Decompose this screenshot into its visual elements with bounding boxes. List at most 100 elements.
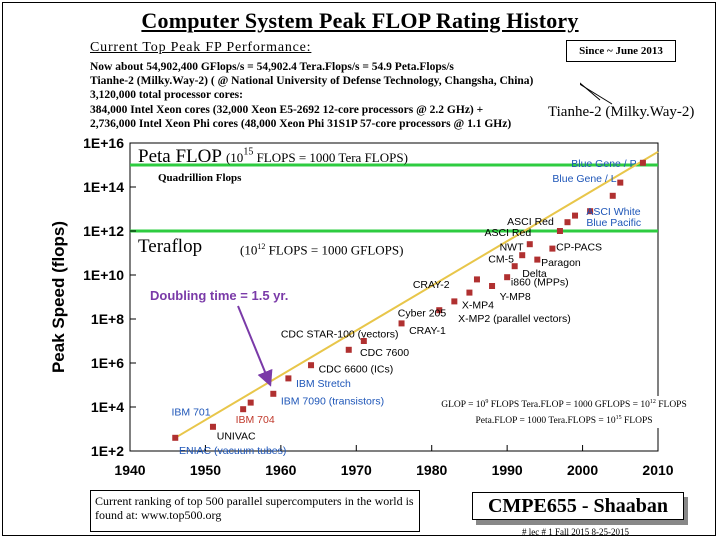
perf-line: 3,120,000 total processor cores:	[90, 89, 243, 102]
data-point	[587, 208, 594, 215]
note-sup: 15	[615, 415, 622, 422]
data-point	[466, 289, 473, 296]
y-tick-label: 1E+4	[91, 399, 124, 415]
teraflop-desc: (1012 FLOPS = 1000 GFLOPS)	[240, 242, 403, 258]
point-label: ENIAC (vacuum tubes)	[179, 445, 286, 457]
note-text: GLOP = 10	[441, 400, 486, 411]
doubling-arrow	[237, 305, 273, 387]
note-sup: 9	[485, 399, 489, 405]
slide-title: Computer System Peak FLOP Rating History	[141, 8, 579, 33]
plot-frame	[129, 142, 659, 452]
point-label: Blue Gene / P	[571, 158, 636, 170]
point-label: IBM 704	[236, 414, 275, 426]
point-label: CP-PACS	[556, 241, 602, 253]
top500-ranking-box: Current ranking of top 500 parallel supe…	[90, 490, 420, 532]
data-point	[519, 252, 526, 259]
data-point	[240, 406, 247, 413]
current-performance-lines: Now about 54,902,400 GFlops/s = 54,902.4…	[90, 60, 533, 131]
data-point	[639, 159, 646, 166]
point-label: ASCI Red	[507, 216, 554, 228]
data-point	[556, 228, 563, 234]
data-point	[617, 179, 624, 186]
note-text: FLOPS	[655, 400, 687, 411]
perf-line: 384,000 Intel Xeon cores (32,000 Xeon E5…	[90, 103, 484, 116]
data-point	[549, 245, 556, 252]
point-label: Y-MP8	[500, 291, 531, 303]
x-tick-label: 1990	[492, 462, 523, 478]
x-tick-label: 2000	[567, 462, 598, 478]
point-label: CRAY-2	[413, 279, 450, 291]
point-label: CRAY-1	[409, 325, 446, 337]
note-text: FLOPS	[621, 416, 653, 427]
point-label: i860 (MPPs)	[511, 277, 569, 289]
data-point	[534, 256, 541, 263]
perf-line: Now about 54,902,400 GFlops/s = 54,902.4…	[90, 61, 454, 73]
x-tick-label: 1970	[341, 462, 372, 478]
tianhe-label: Tianhe-2 (Milky.Way-2)	[548, 104, 695, 120]
point-label: ASCI Red	[485, 227, 532, 239]
point-label: CM-5	[488, 254, 514, 266]
current-performance-box: Current Top Peak FP Performance: Now abo…	[86, 38, 580, 134]
data-point	[451, 298, 458, 305]
x-tick-label: 2010	[642, 462, 673, 478]
doubling-trend-line	[174, 150, 659, 439]
since-label: Since ~ June 2013	[566, 40, 676, 62]
point-label: IBM Stretch	[296, 378, 351, 390]
data-point	[473, 276, 480, 283]
x-tick-label: 1960	[265, 462, 296, 478]
doubling-time-label: Doubling time = 1.5 yr.	[150, 288, 289, 303]
point-label: CDC 6600 (ICs)	[319, 364, 394, 376]
point-label: CDC STAR-100 (vectors)	[281, 328, 399, 340]
course-label: CMPE655 - Shaaban	[472, 492, 684, 520]
teraflop-title: Teraflop	[138, 236, 203, 257]
y-tick-label: 1E+2	[91, 443, 124, 459]
data-point	[285, 375, 292, 382]
point-label: NWT	[500, 241, 524, 253]
flops-definitions-note: GLOP = 109 FLOPS Tera.FLOP = 1000 GFLOPS…	[418, 396, 710, 428]
data-point	[172, 434, 179, 441]
point-label: Cyber 205	[398, 307, 447, 319]
perf-line: Tianhe-2 (Milky.Way-2) ( @ National Univ…	[90, 75, 534, 88]
y-axis-label: Peak Speed (flops)	[49, 221, 68, 373]
x-tick-label: 1980	[416, 462, 447, 478]
data-point	[609, 192, 616, 199]
point-label: IBM 701	[171, 406, 210, 418]
point-label: Delta	[522, 268, 547, 280]
point-label: X-MP2 (parallel vectors)	[458, 313, 571, 325]
data-point	[308, 362, 315, 369]
current-performance-heading: Current Top Peak FP Performance:	[90, 40, 312, 55]
data-point	[360, 338, 367, 344]
perf-line: 2,736,000 Intel Xeon Phi cores (48,000 X…	[90, 117, 512, 130]
y-tick-label: 1E+12	[83, 223, 124, 239]
point-label: Blue Gene / L	[552, 173, 616, 185]
data-point	[511, 263, 518, 270]
flops-note-line-1: GLOP = 109 FLOPS Tera.FLOP = 1000 GFLOPS…	[418, 396, 710, 412]
peta-flop-desc: FLOPS = 1000 Tera FLOPS)	[253, 150, 408, 165]
data-point	[270, 390, 277, 397]
point-label: ASCI White	[586, 206, 640, 218]
y-tick-label: 1E+14	[83, 179, 124, 195]
point-label: UNIVAC	[217, 431, 256, 443]
data-point	[572, 212, 579, 219]
note-sup: 12	[649, 399, 656, 405]
tera-exp-base: (10	[240, 242, 258, 258]
data-point	[247, 399, 254, 406]
x-tick-label: 1950	[190, 462, 221, 478]
point-label: IBM 7090 (transistors)	[281, 395, 384, 407]
note-text: FLOPS Tera.FLOP = 1000 GFLOPS = 10	[488, 400, 650, 411]
data-point	[398, 320, 405, 327]
peta-flop-exp-sup: 15	[243, 146, 254, 158]
peta-flop-exp-base: (10	[225, 150, 244, 165]
slide-footer: # lec # 1 Fall 2015 8-25-2015	[522, 527, 629, 537]
tera-desc-text: FLOPS = 1000 GFLOPS)	[265, 242, 404, 258]
peta-flop-label: Peta FLOP (1015 FLOPS = 1000 Tera FLOPS)	[138, 146, 408, 168]
point-label: X-MP4	[462, 300, 494, 312]
data-point	[504, 274, 511, 281]
data-point	[526, 241, 533, 248]
tera-exp-sup: 12	[257, 242, 266, 251]
point-label: Blue Pacific	[586, 217, 641, 229]
y-tick-label: 1E+10	[83, 267, 124, 283]
point-label: Paragon	[541, 257, 581, 269]
